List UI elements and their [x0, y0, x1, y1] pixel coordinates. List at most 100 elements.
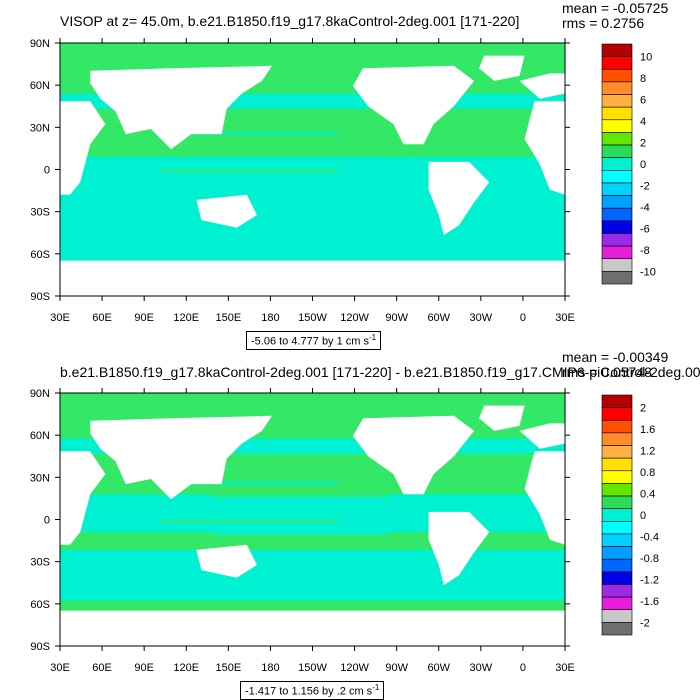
panel-1-map-lat-label-0: 90N	[30, 38, 50, 50]
panel-2-map-lon-label-12: 30E	[555, 662, 575, 674]
panel-1-map-streak-2	[211, 144, 389, 148]
panel-1-colorbar-label-9: -8	[640, 245, 650, 257]
panel-2-colorbar-label-5: 0	[640, 510, 646, 522]
panel-1-map-land-0	[60, 101, 106, 195]
panel-2-map-land-8	[519, 423, 565, 449]
panel-1-map-lon-label-3: 120E	[173, 312, 199, 324]
panel-2-map-land-6	[60, 610, 565, 646]
panel-1-map-lat-label-3: 0	[44, 165, 50, 177]
panel-1-map-lon-label-9: 60W	[427, 312, 450, 324]
panel-1-colorbar-swatch-10	[601, 170, 633, 184]
panel-1-map-land-6	[60, 260, 565, 296]
panel-2-map-lat-label-6: 90S	[30, 641, 50, 653]
panel-1-map-lon-label-1: 60E	[92, 312, 112, 324]
panel-1-map-streak-1	[161, 131, 338, 135]
panel-2-colorbar-label-0: 2	[640, 403, 646, 415]
panel-1-colorbar-swatch-4	[601, 94, 633, 108]
panel-1-map-land-1	[90, 65, 273, 150]
panel-2-map-streak-1	[161, 481, 338, 485]
panel-2-colorbar-swatch-7	[601, 483, 633, 497]
panel-1-mean: mean = -0.05725	[562, 0, 669, 16]
panel-1-colorbar-swatch-8	[601, 144, 633, 158]
panel-1-map-lat-label-5: 60S	[30, 249, 50, 261]
panel-1-colorbar-swatch-2	[601, 68, 633, 83]
panel-2-range-label: -1.417 to 1.156 by .2 cm s-1	[240, 681, 385, 700]
panel-2-map-lat-label-0: 90N	[30, 388, 50, 400]
panel-1-colorbar-swatch-6	[601, 119, 633, 133]
panel-2-map-land-5	[196, 544, 257, 578]
panel-1-map-lon-label-10: 30W	[470, 312, 493, 324]
panel-2-map-lon-label-5: 180	[261, 662, 279, 674]
panel-1-colorbar-label-3: 4	[640, 116, 646, 128]
panel-2-colorbar-label-10: -2	[640, 617, 650, 629]
panel-1-map-lat-label-2: 30N	[30, 122, 50, 134]
panel-2-map-lon-label-3: 120E	[173, 662, 199, 674]
panel-1-map-land-3	[479, 55, 525, 81]
panel-1-colorbar-label-4: 2	[640, 138, 646, 150]
panel-1-colorbar-label-6: -2	[640, 180, 650, 192]
panel-2-mean: mean = -0.00349	[562, 349, 669, 365]
panel-1-colorbar-swatch-16	[601, 245, 633, 260]
panel-1-colorbar-label-1: 8	[640, 73, 646, 85]
panel-2-map-land-7	[524, 451, 565, 545]
panel-2-map-land-4	[428, 511, 490, 586]
panel-1-colorbar-swatch-3	[601, 81, 633, 95]
panel-2-map-lon-label-11: 0	[520, 662, 526, 674]
panel-2-colorbar-swatch-18	[601, 622, 633, 636]
panel-2-colorbar-label-1: 1.6	[640, 424, 655, 436]
panel-2-map-land-2	[352, 415, 475, 495]
panel-1-map-lon-label-2: 90E	[134, 312, 154, 324]
panel-2-colorbar-label-7: -0.8	[640, 553, 659, 565]
panel-1-map-lat-label-6: 90S	[30, 291, 50, 303]
panel-2-colorbar-swatch-3	[601, 432, 633, 446]
panel-1-colorbar-label-8: -6	[640, 223, 650, 235]
panel-2-colorbar-swatch-1	[601, 407, 633, 421]
panel-2-map-streak-3	[110, 506, 288, 510]
panel-1-map-lon-label-6: 150W	[298, 312, 327, 324]
panel-2-colorbar-swatch-5	[601, 457, 633, 472]
panel-2-colorbar-swatch-4	[601, 445, 633, 459]
panel-1-colorbar-swatch-1	[601, 56, 633, 70]
panel-2-colorbar-label-3: 0.8	[640, 467, 655, 479]
panel-2-map-lat-label-3: 0	[44, 515, 50, 527]
panel-1-colorbar-swatch-14	[601, 220, 633, 234]
panel-2-colorbar-swatch-16	[601, 596, 633, 611]
panel-2-map-lat-label-1: 60N	[30, 430, 50, 442]
panel-1-map-lat-label-1: 60N	[30, 80, 50, 92]
panel-2-colorbar-label-6: -0.4	[640, 531, 659, 543]
panel-1-map-streak-5	[211, 182, 389, 186]
panel-2-colorbar-label-4: 0.4	[640, 489, 655, 501]
panel-1-map-lat-label-4: 30S	[30, 207, 50, 219]
panel-1-map-lon-label-0: 30E	[50, 312, 70, 324]
panel-2-map-lat-label-5: 60S	[30, 599, 50, 611]
panel-1-map-land-5	[196, 194, 257, 228]
panel-2-map-lon-label-9: 60W	[427, 662, 450, 674]
panel-1-map-land-7	[524, 101, 565, 195]
panel-2-map-lat-label-4: 30S	[30, 557, 50, 569]
panel-1-colorbar-label-0: 10	[640, 52, 652, 64]
panel-2-map-lon-label-2: 90E	[134, 662, 154, 674]
panel-2-map-land-0	[60, 451, 106, 545]
panel-2-colorbar-swatch-15	[601, 584, 633, 598]
panel-1-colorbar-swatch-15	[601, 233, 633, 247]
panel-2-colorbar-swatch-11	[601, 533, 633, 547]
panel-2-colorbar-swatch-6	[601, 470, 633, 484]
panel-2-colorbar-label-8: -1.2	[640, 574, 659, 586]
panel-2-map-streak-5	[211, 532, 389, 536]
panel-2-map-lon-label-7: 120W	[340, 662, 369, 674]
panel-2-map-lon-label-8: 90W	[385, 662, 408, 674]
panel-1-colorbar-swatch-17	[601, 258, 633, 272]
panel-2-map-lon-label-1: 60E	[92, 662, 112, 674]
panel-1-rms: rms = 0.2756	[562, 15, 645, 31]
panel-2-map-lat-label-2: 30N	[30, 472, 50, 484]
panel-1-range-label: -5.06 to 4.777 by 1 cm s-1	[246, 331, 382, 350]
panel-2-map-band-1	[60, 549, 565, 601]
panel-2-colorbar-swatch-9	[601, 508, 633, 522]
panel-2-map-band-0	[60, 494, 565, 533]
panel-1-map-lon-label-12: 30E	[555, 312, 575, 324]
panel-2-colorbar-swatch-14	[601, 571, 633, 585]
panel-1-colorbar-label-10: -10	[640, 266, 656, 278]
panel-1-colorbar-label-7: -4	[640, 202, 650, 214]
panel-1-map-lon-label-8: 90W	[385, 312, 408, 324]
